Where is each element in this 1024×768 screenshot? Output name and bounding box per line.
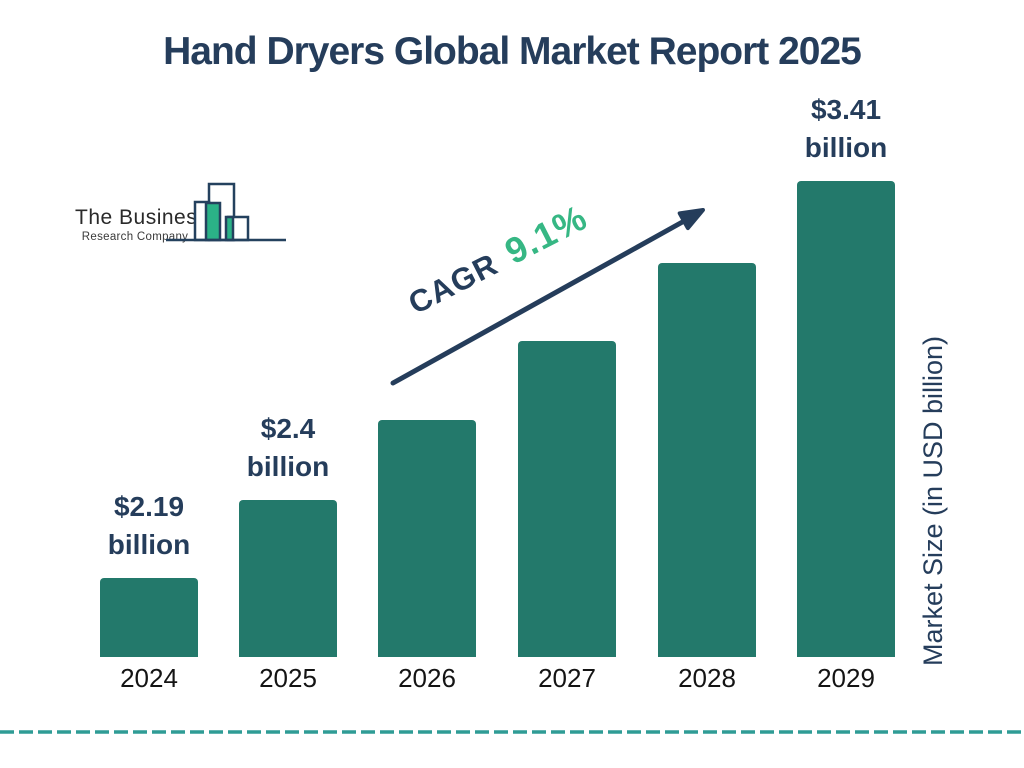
value-label-2029: $3.41 billion	[804, 94, 888, 163]
value-label-2024: $2.19 billion	[107, 491, 191, 560]
y-axis-label: Market Size (in USD billion)	[918, 335, 948, 667]
bottom-divider-line	[0, 730, 1024, 734]
bar-2028	[658, 263, 756, 657]
page-title: Hand Dryers Global Market Report 2025	[163, 30, 862, 73]
bar-2024	[100, 578, 198, 657]
x-tick-label-2024: 2024	[120, 663, 178, 693]
bar-2025	[239, 500, 337, 657]
logo-text-secondary: Research Company	[81, 231, 189, 243]
logo-text-primary: The Business	[75, 206, 209, 229]
bar-chart-logo-icon	[166, 182, 286, 242]
x-tick-label-2028: 2028	[678, 663, 736, 693]
value-label-2025: $2.4 billion	[246, 413, 330, 482]
x-tick-label-2029: 2029	[817, 663, 875, 693]
x-tick-label-2025: 2025	[259, 663, 317, 693]
company-logo: The Business Research Company	[75, 182, 290, 248]
logo-text: The Business Research Company	[75, 206, 209, 243]
bar-2029	[797, 181, 895, 657]
bar-2027	[518, 341, 616, 657]
x-tick-label-2026: 2026	[398, 663, 456, 693]
x-tick-label-2027: 2027	[538, 663, 596, 693]
bar-2026	[378, 420, 476, 657]
growth-arrow	[390, 208, 705, 386]
